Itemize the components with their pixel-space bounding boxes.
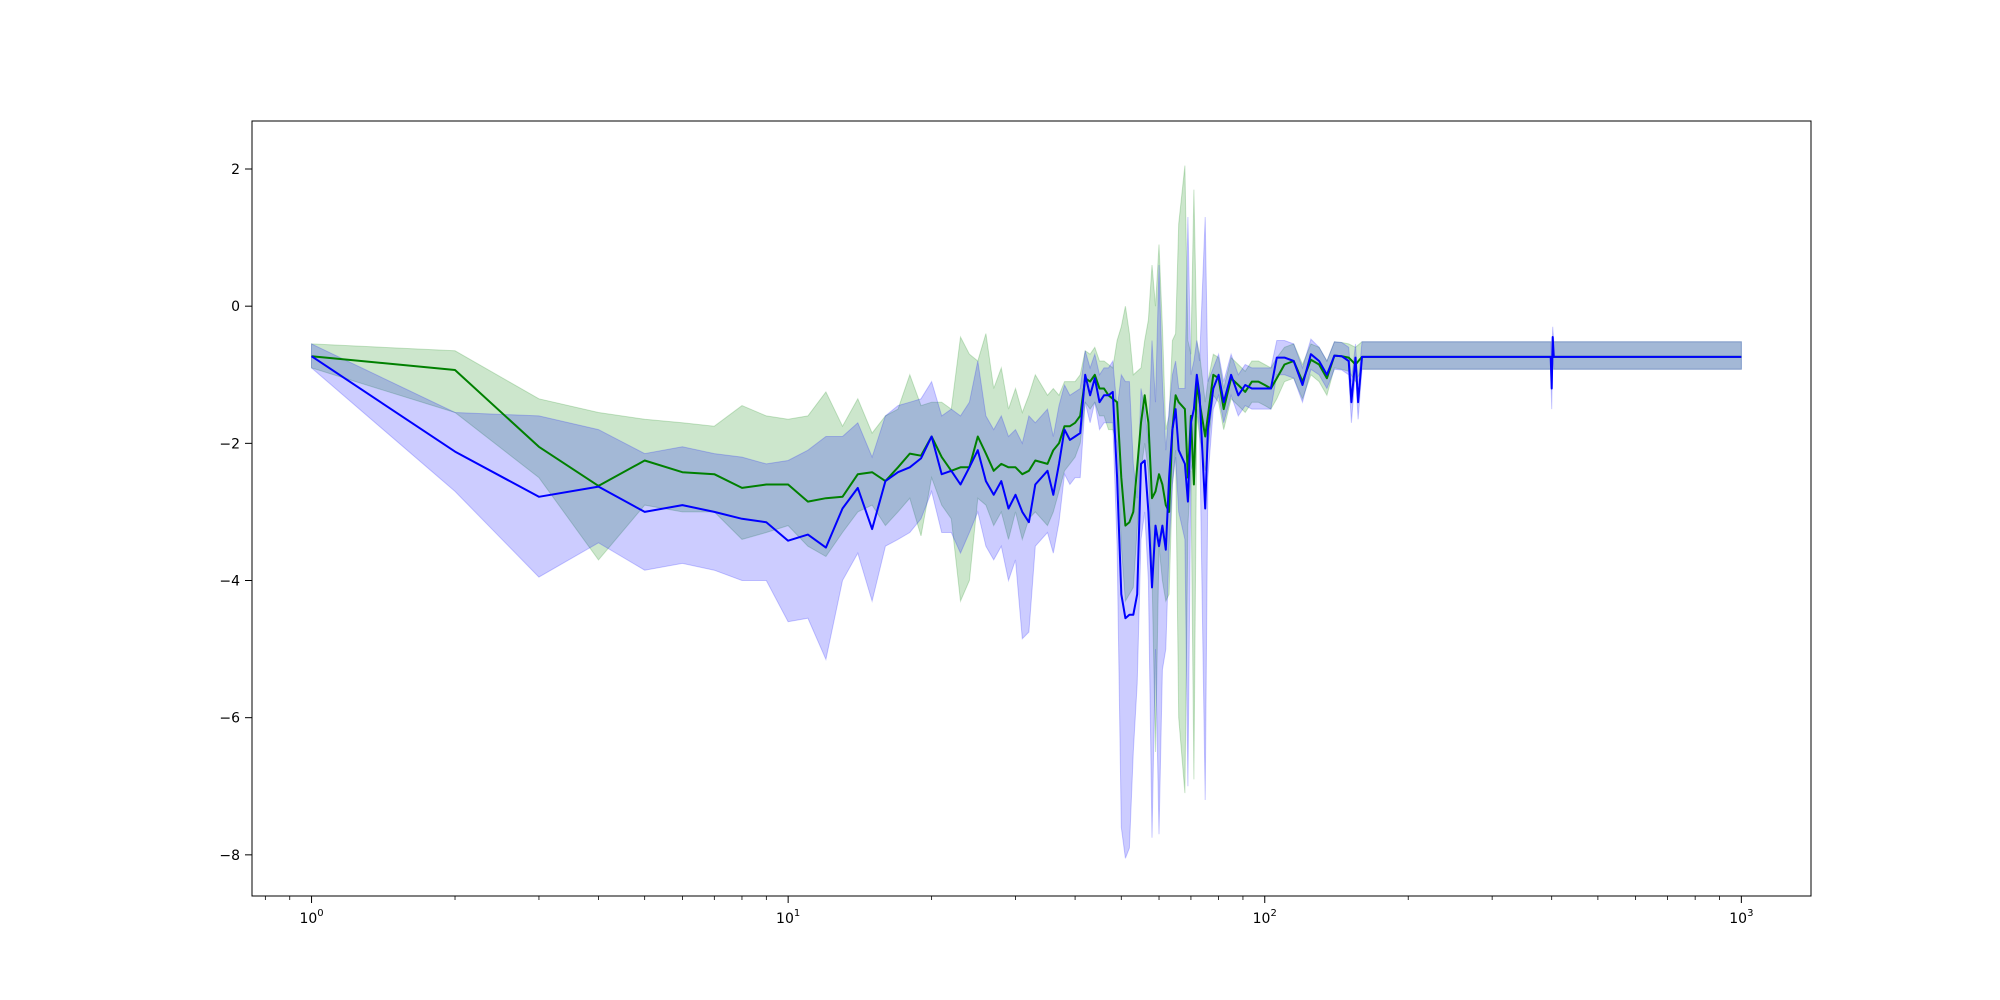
series-2-line bbox=[310, 336, 1742, 620]
plot-frame bbox=[251, 120, 1812, 897]
series-2-band bbox=[311, 216, 1742, 859]
x-axis-ticks: 100 101 102 103 bbox=[264, 896, 1753, 927]
y-tick-label: 2 bbox=[231, 162, 240, 178]
x-tick-label: 101 bbox=[776, 908, 800, 927]
y-tick-label: −6 bbox=[219, 711, 240, 727]
y-tick-label: −4 bbox=[219, 574, 240, 590]
y-tick-label: 0 bbox=[231, 299, 240, 315]
y-tick-label: −2 bbox=[219, 436, 240, 452]
series-1-band bbox=[311, 165, 1742, 794]
x-tick-label: 100 bbox=[299, 908, 323, 927]
y-axis-ticks: 2 0 −2 −4 −6 −8 bbox=[219, 162, 252, 864]
x-tick-label: 103 bbox=[1729, 908, 1753, 927]
y-tick-label: −8 bbox=[219, 848, 240, 864]
series-lines bbox=[310, 336, 1742, 620]
confidence-bands bbox=[311, 165, 1742, 859]
x-tick-label: 102 bbox=[1253, 908, 1277, 927]
